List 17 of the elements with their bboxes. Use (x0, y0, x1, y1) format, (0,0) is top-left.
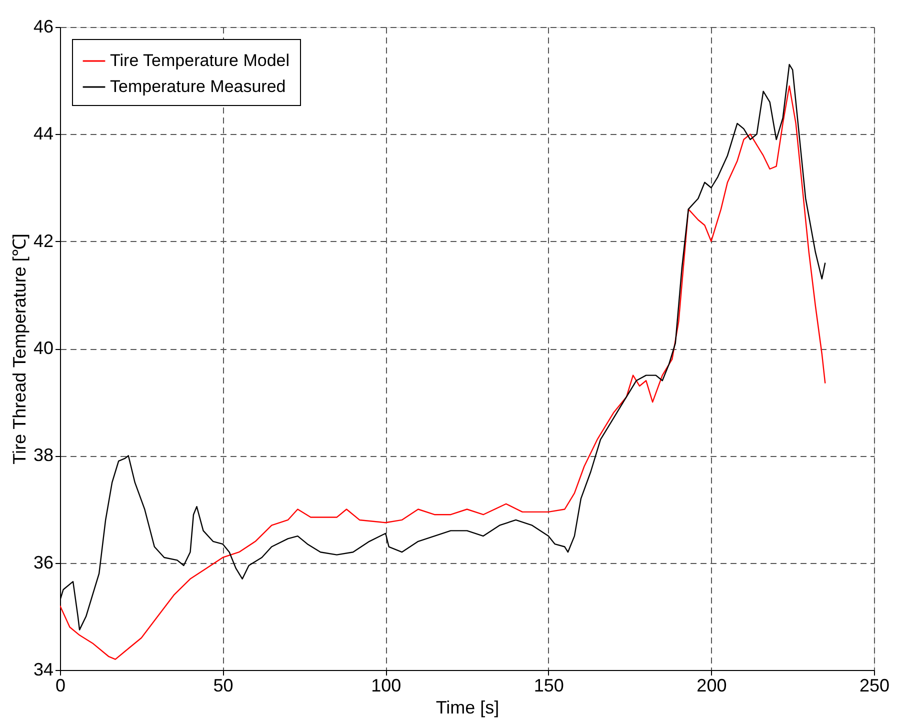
y-tick-label: 44 (33, 124, 54, 144)
y-axis-title: Tire Thread Temperature [℃] (9, 234, 30, 464)
legend-label: Temperature Measured (110, 77, 286, 96)
y-tick-label: 38 (33, 445, 54, 466)
x-tick-label: 0 (55, 676, 66, 696)
y-tick-label: 40 (33, 338, 54, 358)
x-tick-label: 100 (371, 676, 402, 696)
y-tick-label: 36 (33, 552, 54, 572)
y-tick-label: 46 (33, 16, 54, 36)
x-tick-label: 150 (534, 676, 564, 696)
legend-label: Tire Temperature Model (110, 51, 290, 70)
x-tick-label: 200 (696, 676, 727, 696)
y-tick-label: 34 (33, 660, 54, 680)
y-tick-label: 42 (33, 230, 54, 251)
x-tick-label: 250 (859, 676, 890, 696)
x-tick-label: 50 (213, 676, 234, 696)
x-axis-title: Time [s] (436, 698, 500, 718)
